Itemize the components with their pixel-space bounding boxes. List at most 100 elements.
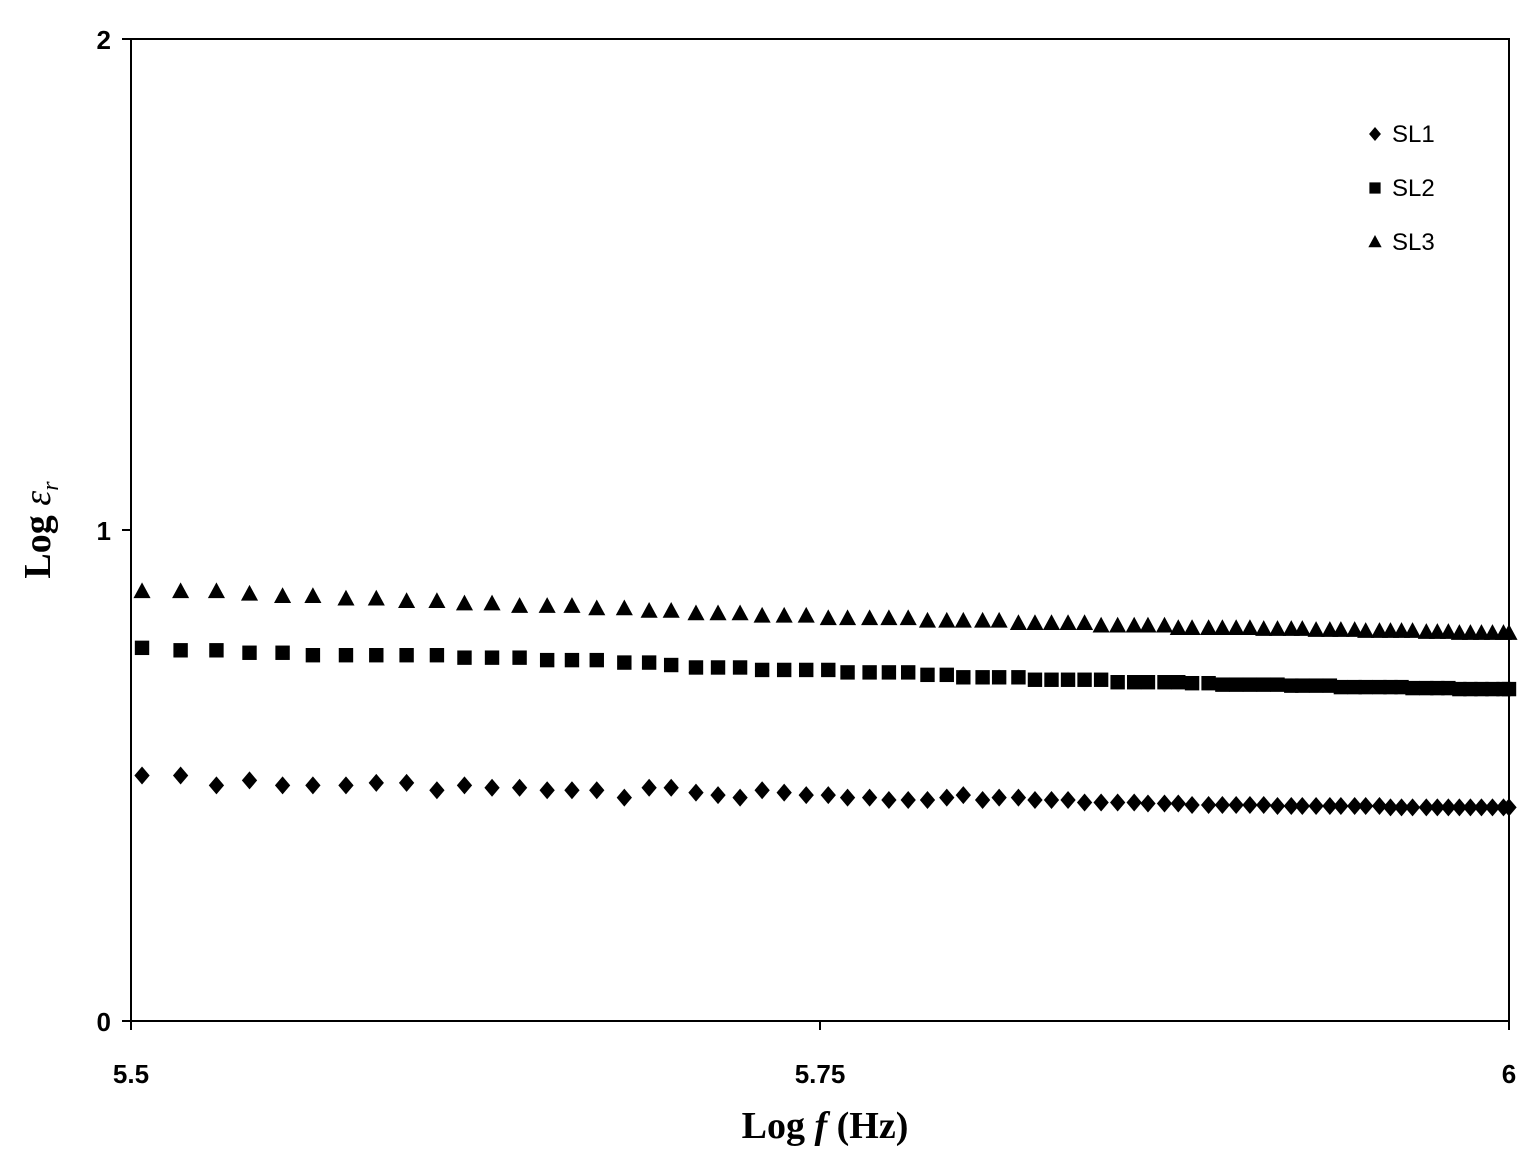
data-point-sl1 (1043, 791, 1060, 810)
data-point-sl1 (1294, 796, 1310, 815)
x-tick-label: 6 (1502, 1059, 1516, 1089)
data-point-sl2 (939, 667, 954, 683)
data-point-sl1 (1214, 795, 1231, 814)
data-point-sl2 (338, 648, 354, 663)
data-point-sl2 (663, 657, 679, 673)
data-point-sl1 (919, 791, 936, 810)
data-point-sl2 (539, 652, 555, 668)
data-point-sl1 (1501, 798, 1517, 817)
data-point-sl2 (1011, 670, 1026, 685)
data-point-sl2 (1419, 680, 1434, 696)
data-point-sl1 (368, 773, 384, 792)
data-point-sl3 (1009, 614, 1027, 631)
data-point-sl1 (1333, 796, 1349, 815)
data-point-sl3 (1183, 619, 1201, 635)
data-point-sl3 (511, 597, 529, 613)
y-tick-label: 2 (97, 25, 111, 55)
plot-area-frame (130, 38, 1510, 1022)
data-point-sl1 (1200, 795, 1217, 814)
data-point-sl3 (839, 609, 857, 626)
data-point-sl3 (1213, 619, 1231, 635)
data-point-sl3 (538, 597, 556, 613)
data-point-sl1 (1027, 791, 1043, 810)
y-axis-ticks: 0 1 2 (97, 25, 131, 1037)
series-layer (133, 582, 1518, 817)
data-point-sl3 (304, 587, 322, 604)
data-point-sl2 (305, 648, 321, 663)
data-point-sl1 (274, 776, 291, 795)
series-sl3 (133, 582, 1518, 640)
data-point-sl3 (240, 584, 259, 601)
data-point-sl3 (1321, 621, 1339, 637)
data-point-sl2 (1322, 678, 1338, 693)
data-point-sl2 (975, 670, 990, 685)
data-point-sl2 (1333, 679, 1349, 695)
data-point-sl2 (956, 670, 971, 685)
data-point-sl2 (173, 643, 188, 658)
data-point-sl1 (539, 781, 555, 800)
data-point-sl2 (1383, 679, 1398, 695)
x-axis-title-var: f (814, 1105, 830, 1147)
data-point-sl1 (663, 778, 679, 797)
data-point-sl1 (1109, 793, 1126, 812)
y-axis-title-var: ε (17, 491, 59, 506)
data-point-sl1 (688, 783, 704, 802)
data-point-sl3 (1109, 616, 1127, 633)
data-point-sl2 (369, 648, 384, 663)
data-point-sl2 (1430, 680, 1445, 696)
x-axis-title-suffix: (Hz) (827, 1105, 908, 1147)
data-point-sl2 (242, 645, 257, 660)
data-point-sl2 (1308, 678, 1324, 693)
y-axis-title: Log εr (17, 481, 64, 579)
data-point-sl3 (588, 599, 606, 616)
data-point-sl2 (1157, 675, 1172, 690)
data-point-sl3 (918, 611, 937, 628)
y-axis-title-prefix: Log (17, 506, 59, 579)
data-point-sl1 (732, 788, 748, 807)
data-point-sl1 (1242, 795, 1258, 814)
data-point-sl1 (564, 781, 580, 800)
legend-marker-sl1 (1369, 127, 1381, 141)
data-point-sl1 (1010, 788, 1027, 807)
data-point-sl3 (880, 609, 898, 626)
data-point-sl3 (974, 611, 992, 628)
data-point-sl1 (710, 786, 726, 805)
data-point-sl1 (511, 778, 528, 797)
data-point-sl3 (1403, 622, 1422, 638)
data-point-sl3 (1346, 621, 1364, 637)
data-point-sl2 (1215, 677, 1230, 692)
data-point-sl1 (1484, 798, 1501, 817)
x-axis-ticks: 5.5 5.75 6 (113, 1021, 1516, 1089)
data-point-sl1 (1347, 796, 1363, 815)
data-point-sl1 (1060, 791, 1076, 810)
data-point-sl3 (1472, 624, 1490, 640)
data-point-sl1 (1462, 798, 1479, 817)
data-point-sl1 (172, 766, 189, 785)
legend-marker-sl3 (1368, 235, 1382, 248)
data-point-sl2 (1441, 680, 1456, 696)
data-point-sl3 (731, 604, 749, 621)
data-point-sl2 (209, 643, 224, 658)
data-point-sl3 (1155, 616, 1174, 633)
data-point-sl2 (1077, 672, 1092, 687)
data-point-sl3 (367, 589, 385, 606)
data-point-sl3 (1169, 619, 1187, 635)
data-point-sl3 (990, 611, 1008, 628)
data-point-sl3 (1428, 623, 1446, 639)
data-point-sl2 (134, 640, 150, 656)
data-point-sl2 (1347, 679, 1362, 695)
y-tick-label: 0 (97, 1007, 111, 1037)
data-point-sl1 (1473, 798, 1490, 817)
data-point-sl2 (1060, 672, 1076, 687)
legend-label-sl2: SL2 (1392, 175, 1435, 202)
data-point-sl1 (429, 781, 445, 800)
y-tick-label: 1 (97, 516, 111, 546)
data-point-sl2 (1485, 681, 1500, 697)
data-point-sl1 (641, 778, 657, 797)
x-axis-title: Log f (Hz) (742, 1105, 909, 1147)
data-point-sl1 (1440, 798, 1457, 817)
data-point-sl2 (776, 662, 792, 678)
data-point-sl2 (1452, 681, 1467, 697)
data-point-sl2 (512, 650, 527, 665)
